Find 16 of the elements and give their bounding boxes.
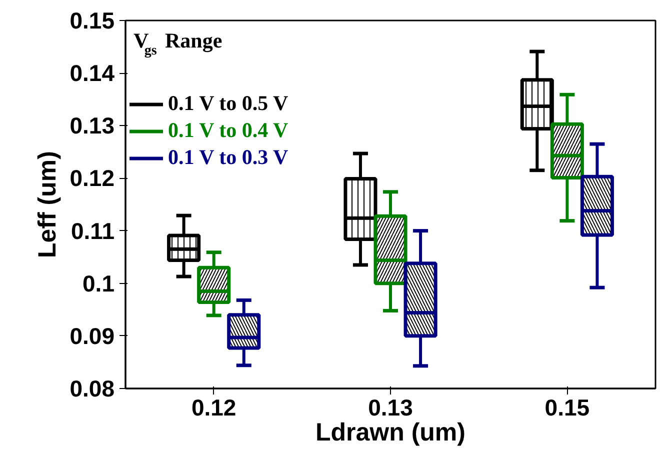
y-tick-label: 0.13: [70, 112, 114, 139]
text: 0.1 V to 0.4 V: [168, 118, 288, 143]
y-tick-label: 0.1: [82, 270, 115, 296]
x-axis-title: Ldrawn (um): [316, 418, 466, 446]
x-tick-label: 0.13: [368, 394, 413, 420]
y-tick-label: 0.15: [70, 8, 115, 34]
y-tick-label: 0.12: [70, 165, 114, 192]
x-tick-label: 0.15: [544, 394, 590, 420]
y-tick-label: 0.14: [70, 60, 115, 86]
y-tick-label: 0.11: [71, 218, 115, 244]
y-axis-title: Leff (um): [34, 151, 62, 258]
y-tick-label: 0.08: [70, 376, 115, 402]
y-tick-label: 0.09: [70, 322, 114, 349]
text: 0.1 V to 0.3 V: [168, 145, 288, 170]
text: 0.1 V to 0.5 V: [168, 91, 288, 116]
x-tick-label: 0.12: [191, 394, 236, 420]
